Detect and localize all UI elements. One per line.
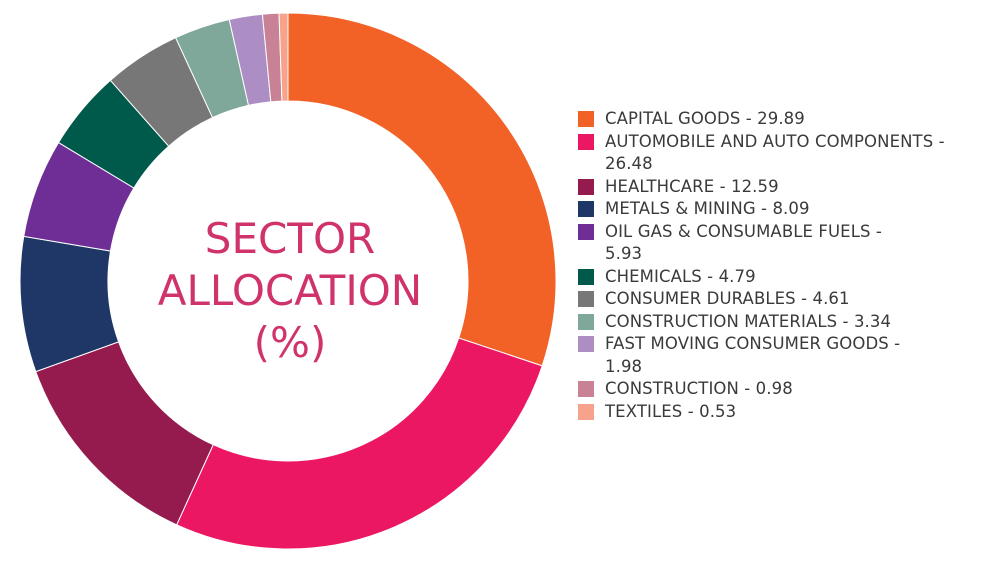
legend-label: FAST MOVING CONSUMER GOODS - 1.98 (605, 334, 901, 376)
chart-title-line-3: (%) (253, 318, 327, 367)
legend-swatch (578, 268, 594, 285)
legend-label: TEXTILES - 0.53 (605, 401, 737, 421)
legend-item-chemicals: CHEMICALS - 4.79 (578, 266, 978, 289)
donut-slice-automobile-and-auto-components (175, 337, 543, 550)
legend-swatch (578, 291, 594, 307)
legend-label: CAPITAL GOODS - 29.89 (605, 109, 805, 128)
chart-legend: CAPITAL GOODS - 29.89 AUTOMOBILE AND AUT… (578, 108, 978, 423)
legend-swatch (578, 313, 594, 330)
legend-label: CONSTRUCTION MATERIALS - 3.34 (605, 311, 892, 331)
legend-swatch (578, 381, 594, 397)
chart-title-line-1: SECTOR (204, 214, 376, 263)
donut-slice-capital-goods (287, 12, 557, 367)
legend-label: CONSUMER DURABLES - 4.61 (605, 289, 850, 308)
legend-item-fmcg: FAST MOVING CONSUMER GOODS - 1.98 (578, 333, 955, 378)
legend-item-consumer-durables: CONSUMER DURABLES - 4.61 (578, 288, 978, 311)
legend-item-capital-goods: CAPITAL GOODS - 29.89 (578, 108, 978, 131)
legend-swatch (578, 336, 594, 352)
legend-item-construction: CONSTRUCTION - 0.98 (578, 378, 978, 401)
chart-title-line-2: ALLOCATION (157, 266, 423, 315)
legend-item-construction-materials: CONSTRUCTION MATERIALS - 3.34 (578, 311, 978, 334)
legend-label: AUTOMOBILE AND AUTO COMPONENTS - 26.48 (605, 131, 945, 174)
legend-item-healthcare: HEALTHCARE - 12.59 (578, 176, 978, 199)
donut-slice-textiles (278, 12, 289, 102)
chart-title: SECTOR ALLOCATION (%) (140, 213, 440, 369)
legend-label: HEALTHCARE - 12.59 (605, 176, 779, 196)
donut-slice-healthcare (35, 341, 214, 526)
legend-item-metals-mining: METALS & MINING - 8.09 (578, 198, 978, 221)
legend-swatch (578, 223, 594, 240)
legend-swatch (578, 178, 594, 195)
legend-swatch (578, 111, 594, 127)
legend-label: CHEMICALS - 4.79 (605, 266, 756, 286)
legend-swatch (578, 201, 594, 217)
legend-item-textiles: TEXTILES - 0.53 (578, 401, 978, 424)
legend-item-oil-gas: OIL GAS & CONSUMABLE FUELS - 5.93 (578, 221, 905, 266)
legend-item-automobile: AUTOMOBILE AND AUTO COMPONENTS - 26.48 (578, 131, 978, 176)
legend-label: METALS & MINING - 8.09 (605, 199, 810, 218)
legend-swatch (578, 403, 594, 420)
legend-swatch (578, 133, 594, 150)
legend-label: CONSTRUCTION - 0.98 (605, 379, 793, 398)
legend-label: OIL GAS & CONSUMABLE FUELS - 5.93 (605, 221, 882, 264)
